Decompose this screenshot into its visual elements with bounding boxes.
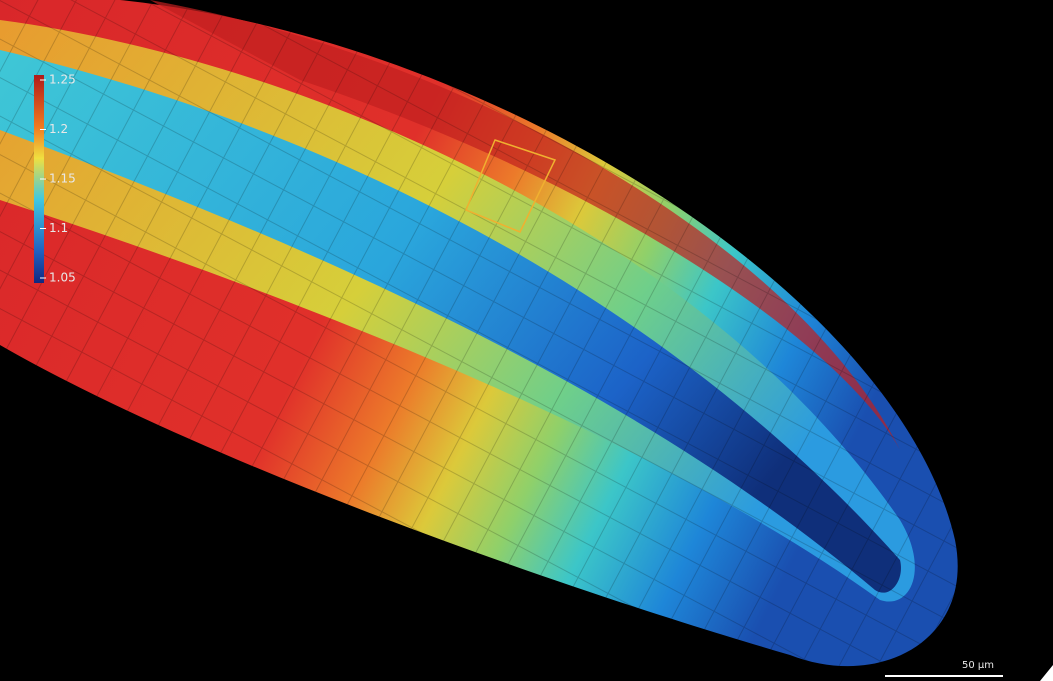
colorbar-tick-label: 1.15 xyxy=(49,172,76,186)
colorbar-tick-label: 1.1 xyxy=(49,221,68,235)
scale-bar-label: 50 µm xyxy=(962,660,994,671)
colorbar-tick-label: 1.2 xyxy=(49,122,68,136)
visualization: 50 µm 1.25 1.2 1.15 1.1 1.05 xyxy=(0,0,1053,681)
colorbar-tick-label: 1.25 xyxy=(49,73,76,87)
page: 50 µm 1.251.21.151.11.05 (() => { const … xyxy=(0,0,1053,681)
colorbar-tick-label: 1.05 xyxy=(49,271,76,285)
